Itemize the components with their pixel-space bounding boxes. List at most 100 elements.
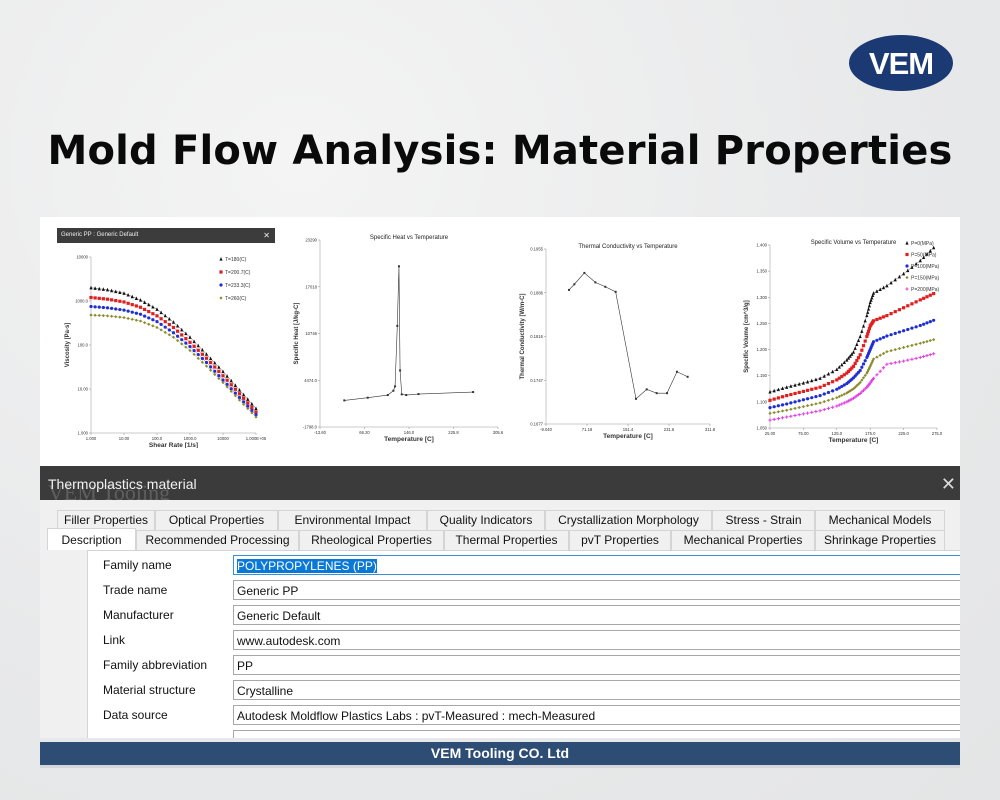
tab-filler-properties[interactable]: Filler Properties [57, 510, 155, 530]
data-point [922, 340, 926, 344]
tab-rheological-properties[interactable]: Rheological Properties [299, 530, 444, 550]
data-point [250, 401, 254, 406]
data-point [889, 312, 893, 316]
data-point [110, 306, 114, 310]
data-point [768, 418, 772, 422]
series-line [90, 297, 257, 413]
data-point [861, 324, 866, 328]
data-point [797, 413, 801, 417]
data-point [776, 404, 780, 408]
data-point [881, 285, 886, 290]
data-point [863, 387, 867, 391]
data-point [922, 296, 926, 300]
field-label: Material structure [103, 683, 196, 697]
data-point [871, 376, 876, 380]
data-point [910, 265, 914, 269]
data-point [831, 389, 835, 393]
data-point [151, 324, 155, 328]
data-point [835, 378, 839, 382]
data-point [878, 287, 882, 292]
data-point [846, 356, 851, 360]
data-point [881, 315, 886, 319]
y-tick-label: -1798.0 [303, 425, 318, 430]
x-tick-label: 125.0 [832, 431, 843, 436]
data-point [818, 385, 822, 389]
tab-mechanical-models[interactable]: Mechanical Models [815, 510, 945, 530]
tab-optical-properties[interactable]: Optical Properties [155, 510, 278, 530]
data-point [910, 357, 914, 361]
data-point [138, 319, 143, 323]
data-point [906, 358, 910, 362]
data-point [200, 356, 204, 361]
data-point [776, 387, 780, 392]
close-icon[interactable]: ✕ [263, 231, 270, 240]
tab-row-2: Description Recommended Processing Rheol… [47, 528, 945, 550]
data-point [885, 313, 889, 318]
data-point [889, 349, 893, 353]
data-point [213, 369, 217, 373]
data-point [856, 356, 861, 360]
data-point [229, 378, 233, 383]
data-point [93, 305, 97, 309]
field-label: Family abbreviation [103, 658, 208, 672]
tab-pvt-properties[interactable]: pvT Properties [569, 530, 671, 550]
data-point [776, 410, 780, 414]
tab-crystallization-morphology[interactable]: Crystallization Morphology [545, 510, 712, 530]
data-point [826, 371, 831, 376]
selected-text: POLYPROPYLENES (PP) [237, 559, 377, 573]
data-point [200, 347, 204, 352]
data-point [861, 388, 866, 392]
data-point [893, 310, 897, 314]
data-point [184, 337, 188, 341]
vem-logo: VEM [849, 35, 953, 91]
y-tick-label: 4474.0 [304, 378, 317, 383]
data-point [772, 397, 776, 401]
tab-thermal-properties[interactable]: Thermal Properties [444, 530, 569, 550]
data-source-input[interactable]: Autodesk Moldflow Plastics Labs : pvT-Me… [233, 705, 960, 725]
data-point [814, 409, 818, 414]
trade-name-input[interactable]: Generic PP [233, 580, 960, 600]
data-point [176, 329, 180, 333]
data-point [831, 369, 835, 374]
data-point [789, 407, 793, 411]
link-input[interactable]: www.autodesk.com [233, 630, 960, 650]
data-point [768, 389, 772, 394]
y-tick-label: 1.000 [78, 431, 89, 436]
tab-shrinkage-properties[interactable]: Shrinkage Properties [815, 530, 945, 550]
data-point [254, 406, 258, 411]
description-panel: Family name POLYPROPYLENES (PP) Trade na… [87, 550, 960, 738]
tab-recommended-processing[interactable]: Recommended Processing [136, 530, 299, 550]
next-input[interactable] [233, 730, 960, 738]
data-point [789, 414, 793, 418]
data-point [860, 348, 864, 352]
data-point [254, 415, 258, 419]
data-point [837, 365, 841, 369]
family-name-input[interactable]: POLYPROPYLENES (PP) [233, 555, 960, 575]
tab-description[interactable]: Description [47, 528, 136, 550]
data-point [850, 366, 854, 370]
data-point [126, 292, 130, 297]
data-point [878, 316, 882, 320]
manufacturer-input[interactable]: Generic Default [233, 605, 960, 625]
data-point [768, 406, 772, 410]
field-family-abbreviation: Family abbreviation PP [103, 655, 960, 677]
data-point [196, 352, 200, 357]
tab-mechanical-properties[interactable]: Mechanical Properties [671, 530, 815, 550]
data-point [851, 350, 856, 354]
data-point [853, 361, 857, 366]
data-point [138, 298, 143, 302]
data-point [105, 314, 110, 318]
data-point [225, 374, 229, 378]
family-abbreviation-input[interactable]: PP [233, 655, 960, 675]
data-point [801, 381, 805, 385]
tab-quality-indicators[interactable]: Quality Indicators [427, 510, 545, 530]
close-icon[interactable]: ✕ [940, 474, 956, 494]
data-point [583, 271, 586, 274]
data-point [902, 306, 906, 310]
tab-stress-strain[interactable]: Stress - Strain [712, 510, 815, 530]
tab-environmental-impact[interactable]: Environmental Impact [278, 510, 427, 530]
x-tick-label: 305.6 [493, 430, 504, 435]
data-point [219, 257, 223, 261]
material-structure-input[interactable]: Crystalline [233, 680, 960, 700]
data-point [905, 252, 909, 257]
